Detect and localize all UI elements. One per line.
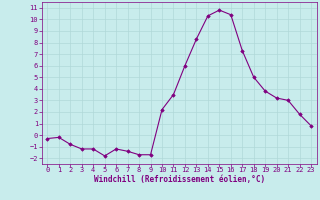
X-axis label: Windchill (Refroidissement éolien,°C): Windchill (Refroidissement éolien,°C) <box>94 175 265 184</box>
